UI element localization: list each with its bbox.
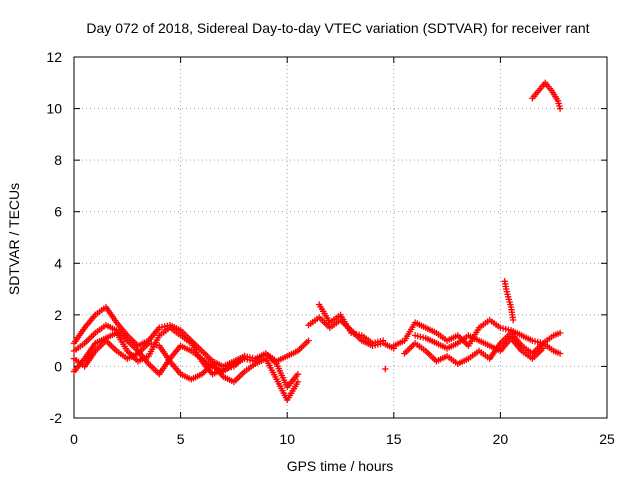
data-point bbox=[294, 370, 302, 378]
data-point bbox=[556, 350, 564, 357]
x-tick-label: 5 bbox=[177, 431, 185, 447]
y-tick-label: 4 bbox=[54, 255, 62, 271]
y-axis-label: SDTVAR / TECUs bbox=[6, 183, 22, 295]
data-point bbox=[539, 345, 547, 352]
data-point bbox=[509, 316, 517, 324]
x-tick-label: 20 bbox=[493, 431, 509, 447]
y-tick-label: -2 bbox=[50, 410, 63, 426]
y-tick-label: 12 bbox=[46, 49, 62, 65]
grid-lines bbox=[74, 57, 607, 418]
data-point bbox=[382, 365, 389, 373]
data-point bbox=[305, 337, 312, 344]
y-tick-label: 2 bbox=[54, 307, 62, 323]
x-tick-label: 25 bbox=[599, 431, 615, 447]
x-tick-label: 0 bbox=[70, 431, 78, 447]
data-point bbox=[556, 105, 564, 112]
chart-title: Day 072 of 2018, Sidereal Day-to-day VTE… bbox=[86, 20, 589, 36]
data-point bbox=[379, 337, 387, 344]
x-axis-label: GPS time / hours bbox=[287, 458, 394, 474]
y-tick-label: 6 bbox=[54, 204, 62, 220]
axis-ticks: 0 5 10 15 20 25 -2 0 2 4 6 8 10 12 bbox=[46, 49, 615, 447]
x-tick-label: 15 bbox=[386, 431, 402, 447]
data-point bbox=[294, 378, 302, 386]
data-point bbox=[241, 352, 248, 360]
y-tick-label: 0 bbox=[54, 358, 62, 374]
y-tick-label: 8 bbox=[54, 152, 62, 168]
data-point bbox=[556, 329, 564, 337]
x-tick-label: 10 bbox=[279, 431, 295, 447]
plot-frame bbox=[73, 56, 608, 419]
data-points bbox=[70, 79, 564, 404]
y-tick-label: 10 bbox=[46, 101, 62, 117]
